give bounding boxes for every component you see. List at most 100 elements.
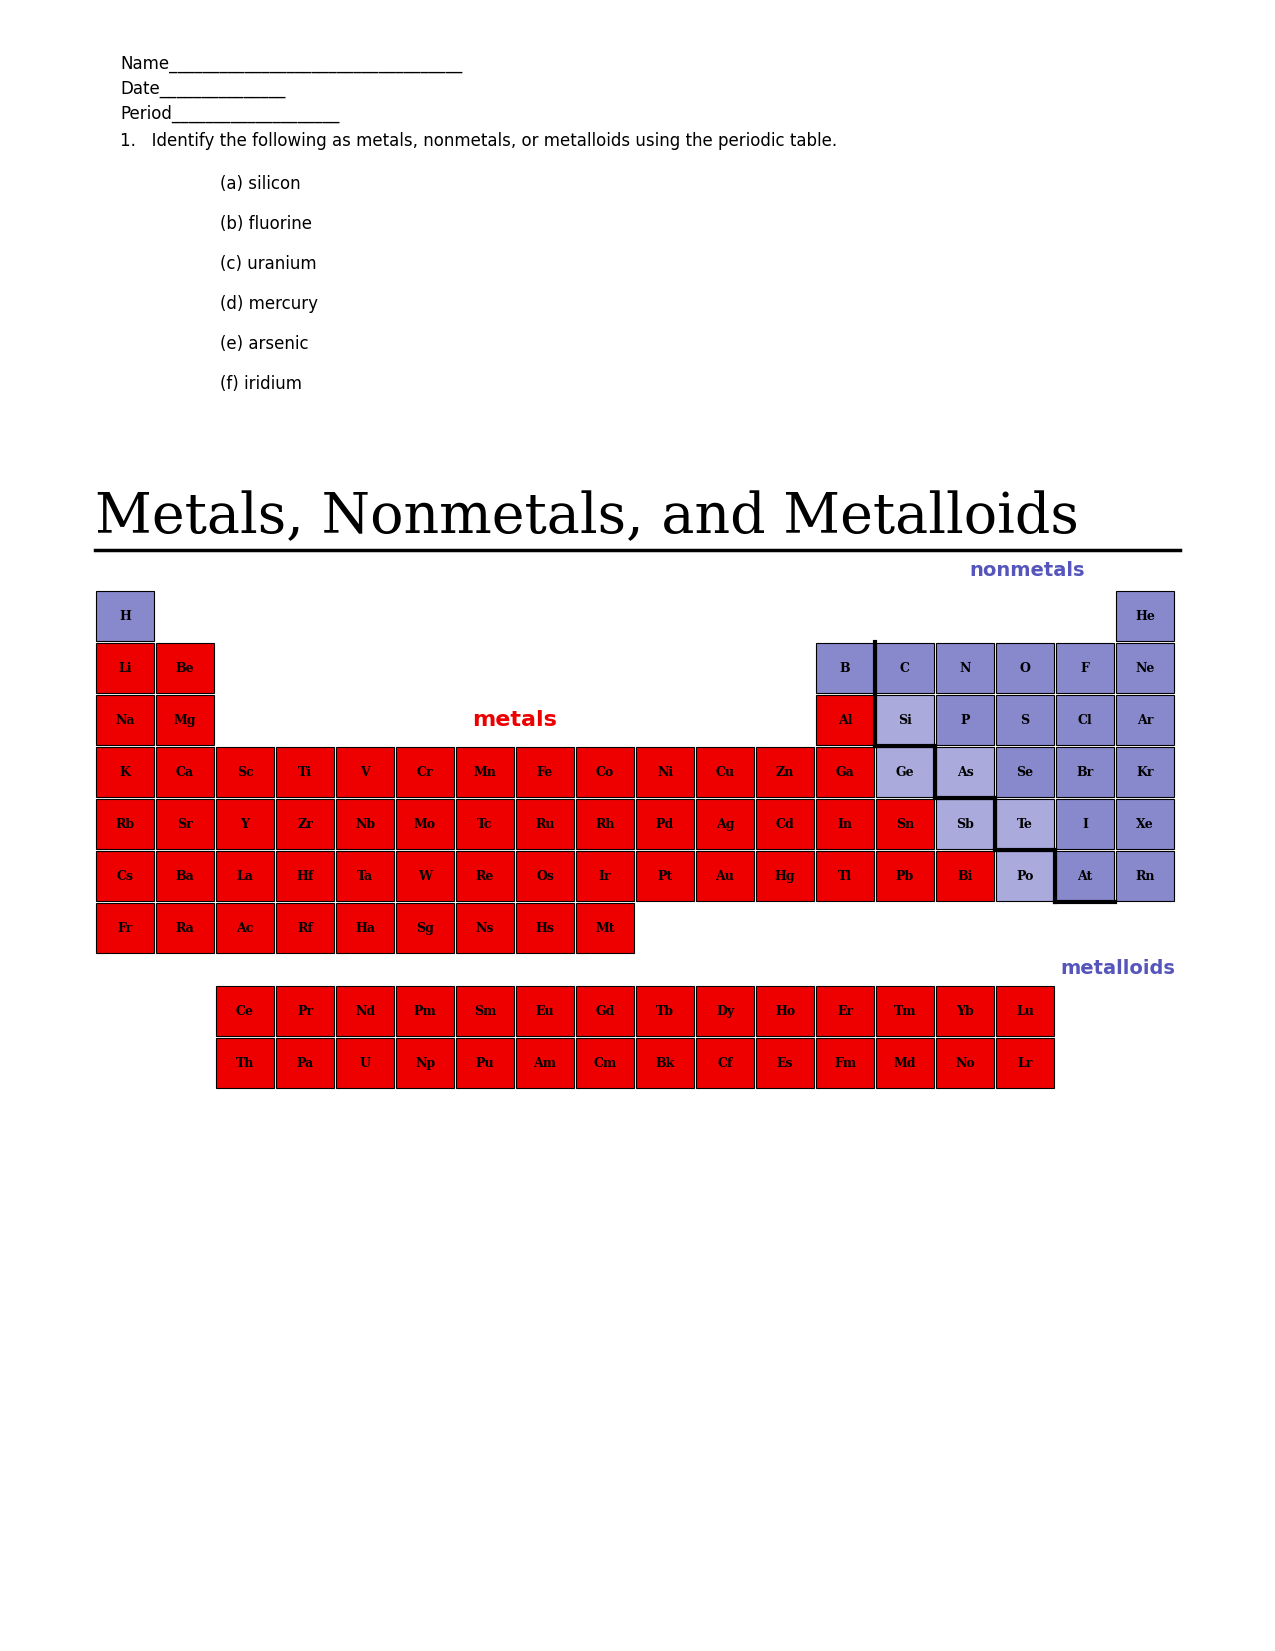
Text: Mg: Mg: [173, 713, 196, 726]
Text: Sm: Sm: [474, 1005, 496, 1017]
Text: Gd: Gd: [595, 1005, 615, 1017]
Text: Os: Os: [536, 870, 553, 883]
Bar: [337, 850, 394, 901]
Bar: [215, 1038, 274, 1088]
Bar: [756, 986, 813, 1037]
Text: Bi: Bi: [958, 870, 973, 883]
Text: P: P: [960, 713, 970, 726]
Text: Sc: Sc: [237, 766, 254, 779]
Text: Li: Li: [119, 662, 131, 675]
Bar: [996, 986, 1054, 1037]
Bar: [636, 799, 694, 849]
Bar: [936, 799, 995, 849]
Bar: [275, 1038, 334, 1088]
Bar: [337, 1038, 394, 1088]
Bar: [397, 903, 454, 953]
Text: Po: Po: [1016, 870, 1034, 883]
Bar: [1116, 799, 1174, 849]
Bar: [516, 850, 574, 901]
Bar: [996, 850, 1054, 901]
Text: Ra: Ra: [176, 921, 194, 934]
Text: La: La: [237, 870, 254, 883]
Text: Ns: Ns: [476, 921, 495, 934]
Bar: [876, 1038, 935, 1088]
Text: Cf: Cf: [718, 1057, 733, 1070]
Text: F: F: [1080, 662, 1089, 675]
Text: Si: Si: [898, 713, 912, 726]
Text: Cu: Cu: [715, 766, 734, 779]
Bar: [576, 986, 634, 1037]
Text: (b) fluorine: (b) fluorine: [221, 215, 312, 233]
Bar: [876, 850, 935, 901]
Text: Zr: Zr: [297, 817, 312, 830]
Text: Metals, Nonmetals, and Metalloids: Metals, Nonmetals, and Metalloids: [96, 490, 1079, 545]
Bar: [397, 986, 454, 1037]
Text: Fe: Fe: [537, 766, 553, 779]
Text: Ga: Ga: [835, 766, 854, 779]
Text: Cm: Cm: [593, 1057, 617, 1070]
Bar: [397, 1038, 454, 1088]
Bar: [1056, 695, 1114, 745]
Bar: [156, 746, 214, 797]
Text: Tc: Tc: [477, 817, 492, 830]
Bar: [1056, 746, 1114, 797]
Bar: [936, 1038, 995, 1088]
Bar: [456, 903, 514, 953]
Text: Rh: Rh: [595, 817, 615, 830]
Bar: [275, 746, 334, 797]
Text: Cs: Cs: [116, 870, 134, 883]
Text: Ha: Ha: [354, 921, 375, 934]
Bar: [876, 986, 935, 1037]
Bar: [456, 986, 514, 1037]
Bar: [156, 695, 214, 745]
Text: S: S: [1020, 713, 1030, 726]
Bar: [96, 903, 154, 953]
Bar: [337, 903, 394, 953]
Bar: [696, 850, 754, 901]
Bar: [576, 850, 634, 901]
Text: Pm: Pm: [413, 1005, 436, 1017]
Text: Te: Te: [1017, 817, 1033, 830]
Text: Cl: Cl: [1077, 713, 1093, 726]
Text: Co: Co: [595, 766, 615, 779]
Text: Ba: Ba: [176, 870, 194, 883]
Bar: [876, 695, 935, 745]
Bar: [96, 591, 154, 641]
Text: I: I: [1082, 817, 1088, 830]
Text: Zn: Zn: [775, 766, 794, 779]
Text: Yb: Yb: [956, 1005, 974, 1017]
Text: Cd: Cd: [775, 817, 794, 830]
Text: (d) mercury: (d) mercury: [221, 296, 317, 314]
Text: Es: Es: [776, 1057, 793, 1070]
Text: Er: Er: [836, 1005, 853, 1017]
Bar: [816, 746, 873, 797]
Bar: [397, 850, 454, 901]
Text: Pu: Pu: [476, 1057, 495, 1070]
Text: Ru: Ru: [536, 817, 555, 830]
Text: Tl: Tl: [838, 870, 852, 883]
Text: Fm: Fm: [834, 1057, 856, 1070]
Text: Y: Y: [241, 817, 250, 830]
Bar: [816, 799, 873, 849]
Text: Pt: Pt: [658, 870, 673, 883]
Text: Lr: Lr: [1017, 1057, 1033, 1070]
Bar: [516, 1038, 574, 1088]
Text: Ar: Ar: [1137, 713, 1153, 726]
Text: Ac: Ac: [236, 921, 254, 934]
Bar: [516, 903, 574, 953]
Text: Ge: Ge: [895, 766, 914, 779]
Bar: [275, 799, 334, 849]
Text: Rb: Rb: [116, 817, 135, 830]
Bar: [756, 850, 813, 901]
Bar: [1116, 850, 1174, 901]
Bar: [876, 746, 935, 797]
Bar: [696, 1038, 754, 1088]
Text: Na: Na: [115, 713, 135, 726]
Bar: [936, 986, 995, 1037]
Bar: [456, 746, 514, 797]
Text: Se: Se: [1016, 766, 1034, 779]
Text: In: In: [838, 817, 853, 830]
Bar: [215, 799, 274, 849]
Text: Ne: Ne: [1135, 662, 1155, 675]
Text: Xe: Xe: [1136, 817, 1154, 830]
